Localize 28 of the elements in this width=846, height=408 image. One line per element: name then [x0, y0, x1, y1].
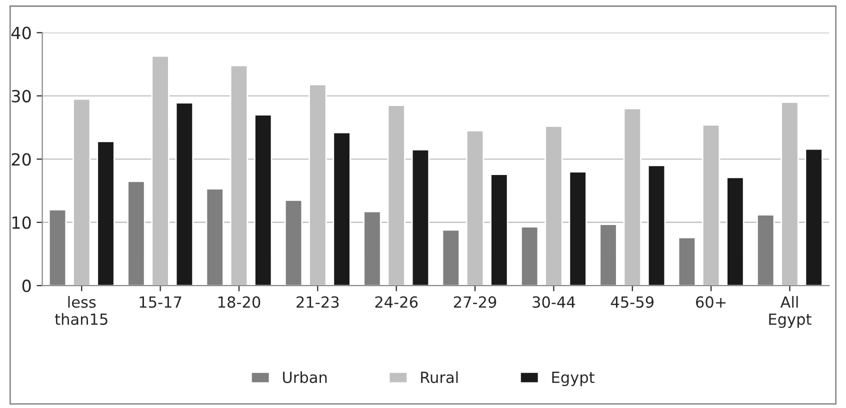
legend-label: Egypt	[552, 372, 594, 386]
bar	[568, 171, 587, 286]
x-tick-label: less than15	[54, 296, 108, 325]
bar	[411, 148, 430, 286]
x-tick-label: 15-17	[140, 296, 182, 308]
legend-label: Rural	[421, 371, 458, 384]
y-tick-label: 20	[12, 153, 31, 166]
x-tick-label: 30-44	[532, 296, 576, 308]
y-tick-label: 10	[12, 216, 31, 229]
bar	[254, 114, 272, 286]
x-tick-label: 60+	[696, 296, 726, 308]
bar	[647, 164, 666, 286]
x-tick-label: 45-59	[610, 296, 654, 308]
bar	[332, 132, 351, 286]
x-tick-label: 18-20	[218, 296, 260, 308]
bar	[804, 148, 823, 286]
y-tick-label: 40	[11, 26, 31, 40]
x-tick-label: 21-23	[296, 296, 339, 308]
bar	[726, 176, 744, 286]
y-tick-label: 0	[22, 280, 31, 292]
bar	[175, 102, 194, 286]
bar	[96, 140, 115, 286]
x-tick-label: 24-26	[375, 296, 418, 308]
legend-label: Urban	[283, 371, 327, 384]
x-tick-label: 27-29	[454, 296, 496, 308]
x-tick-label: All Egypt	[769, 296, 812, 328]
bar	[490, 174, 508, 286]
y-tick-label: 30	[12, 90, 31, 102]
